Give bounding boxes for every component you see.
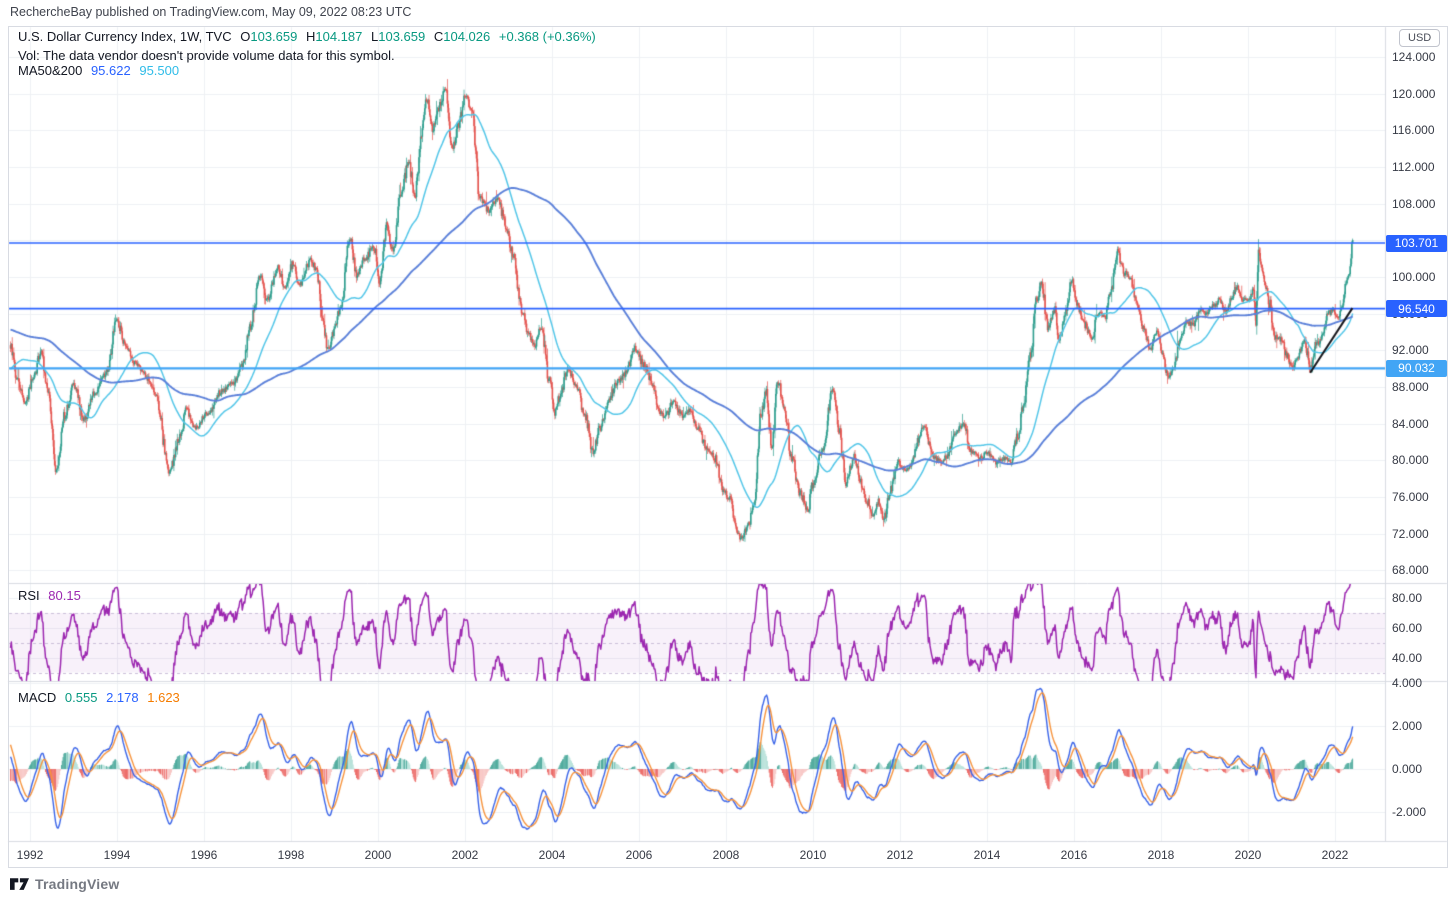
rsi-axis-label: 80.00	[1392, 591, 1423, 605]
time-axis-label: 2018	[1147, 848, 1175, 862]
price-level-badge: 103.701	[1386, 234, 1447, 252]
change-value: +0.368 (+0.36%)	[498, 29, 596, 44]
time-axis-label: 2014	[973, 848, 1001, 862]
price-axis-label: 124.000	[1392, 50, 1436, 64]
time-axis-label: 2004	[538, 848, 566, 862]
high-value: 104.187	[315, 29, 363, 44]
ma200-value: 95.500	[139, 63, 180, 78]
ma-indicator-label[interactable]: MA50&200	[18, 63, 83, 78]
macd-axis-label: 2.000	[1392, 719, 1423, 734]
volume-note: Vol: The data vendor doesn't provide vol…	[18, 48, 395, 63]
price-axis-label: 120.000	[1392, 86, 1436, 101]
rsi-legend-row: RSI 80.15	[18, 588, 86, 603]
low-value: 103.659	[378, 29, 426, 44]
rsi-value: 80.15	[48, 588, 81, 603]
main-legend-row: U.S. Dollar Currency Index, 1W, TVC O103…	[18, 29, 601, 44]
price-level-badge: 90.032	[1386, 359, 1447, 377]
time-axis-label: 1996	[190, 848, 218, 862]
open-label: O	[240, 29, 251, 44]
macd-axis-label: 0.000	[1392, 762, 1423, 776]
macd-hist-value: 0.555	[64, 690, 98, 705]
time-axis-label: 2002	[451, 848, 479, 862]
price-axis-label: 116.000	[1392, 123, 1435, 138]
macd-signal-value: 1.623	[147, 690, 180, 705]
volume-note-row: Vol: The data vendor doesn't provide vol…	[18, 48, 400, 63]
price-axis-label: 76.000	[1392, 489, 1429, 504]
macd-line-value: 2.178	[106, 690, 139, 705]
rsi-axis-label: 40.00	[1392, 650, 1423, 665]
time-axis-label: 2012	[886, 848, 914, 862]
close-label: C	[433, 29, 444, 44]
price-axis-label: 100.000	[1392, 269, 1436, 284]
macd-axis-label: 4.000	[1392, 676, 1423, 691]
price-axis-label: 88.000	[1392, 379, 1429, 394]
attribution-text: RechercheBay published on TradingView.co…	[10, 5, 412, 19]
brand-name: TradingView	[35, 876, 120, 892]
ma50-value: 95.622	[90, 63, 131, 78]
time-axis-label: 1992	[16, 848, 44, 862]
open-value: 103.659	[250, 29, 298, 44]
currency-toggle-button[interactable]: USD	[1399, 29, 1441, 47]
symbol-title[interactable]: U.S. Dollar Currency Index, 1W, TVC	[18, 29, 232, 44]
time-axis-label: 2020	[1234, 848, 1262, 862]
price-axis-label: 80.000	[1392, 453, 1429, 468]
time-axis-label: 1994	[103, 848, 131, 862]
time-axis-label: 2000	[364, 848, 392, 862]
ma-legend-row: MA50&200 95.622 95.500	[18, 63, 184, 78]
time-axis-label: 2022	[1321, 848, 1349, 862]
price-axis-label: 112.000	[1392, 159, 1435, 174]
close-value: 104.026	[443, 29, 491, 44]
price-axis-label: 84.000	[1392, 416, 1429, 431]
footer-brand[interactable]: TradingView	[10, 876, 119, 892]
time-axis[interactable]: 1992 1994 1996 1998 2000 2002 2004 2006 2008 2010…	[8, 842, 1386, 868]
time-axis-label: 2010	[799, 848, 827, 862]
price-axis-label: 108.000	[1392, 196, 1436, 211]
high-label: H	[305, 29, 316, 44]
time-axis-label: 2008	[712, 848, 740, 862]
macd-indicator-label[interactable]: MACD	[18, 690, 57, 705]
price-axis-label: 72.000	[1392, 526, 1429, 541]
time-axis-label: 2016	[1060, 848, 1088, 862]
rsi-axis-label: 60.00	[1392, 620, 1423, 635]
price-axis-label: 68.000	[1392, 563, 1429, 578]
macd-axis-label: -2.000	[1392, 804, 1427, 819]
time-axis-label: 1998	[277, 848, 305, 862]
low-label: L	[371, 29, 379, 44]
rsi-indicator-label[interactable]: RSI	[18, 588, 40, 603]
time-axis-label: 2006	[625, 848, 653, 862]
macd-legend-row: MACD 0.555 2.178 1.623	[18, 690, 185, 705]
price-axis[interactable]: 124.000120.000116.000112.000108.000104.0…	[1386, 27, 1448, 841]
price-level-badge: 96.540	[1386, 300, 1447, 318]
tradingview-logo-icon	[10, 877, 29, 892]
price-axis-label: 92.000	[1392, 343, 1429, 358]
